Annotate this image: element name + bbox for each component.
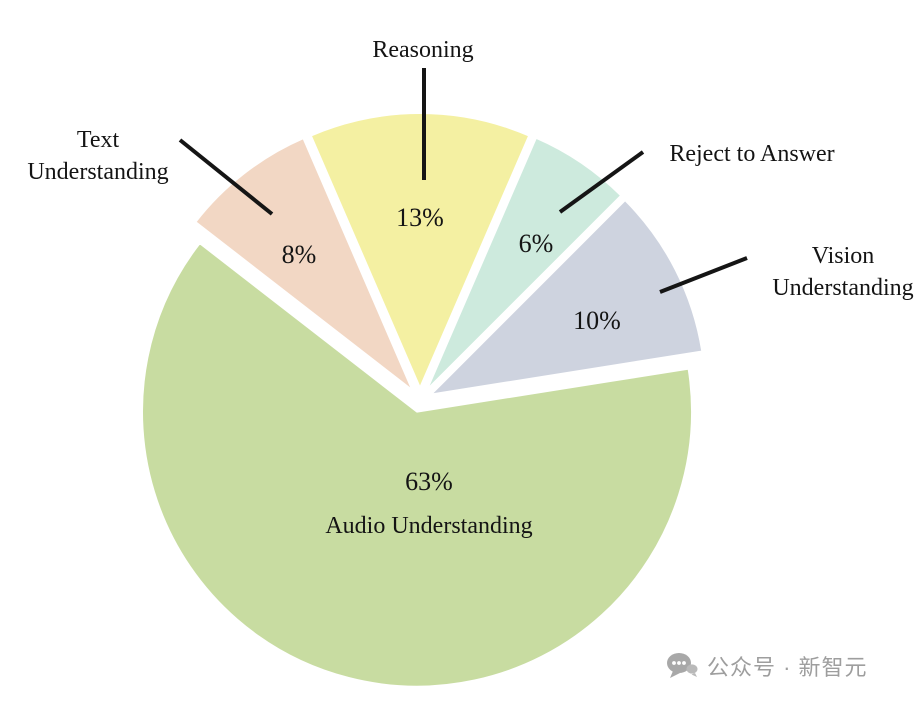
pie-slice-audio-understanding: [141, 242, 693, 688]
chat-bubble-icon: [666, 652, 698, 680]
reject-to-answer-leader-line: [558, 150, 645, 214]
slice-label-audio-understanding: Audio Understanding: [325, 513, 533, 539]
pie-slice-vision-understanding: [429, 199, 704, 396]
watermark-text: 公众号 · 新智元: [707, 655, 868, 680]
slice-percent-reasoning: 13%: [396, 203, 444, 232]
pie-slice-text-understanding: [194, 137, 414, 392]
slice-label-text-understanding: Text Understanding: [27, 127, 169, 186]
slice-percent-audio-understanding: 63%: [405, 467, 453, 496]
slice-percent-vision-understanding: 10%: [573, 306, 621, 335]
watermark: 公众号 · 新智元: [666, 650, 868, 682]
slice-label-reject-to-answer: Reject to Answer: [669, 141, 835, 167]
leader-lines: [178, 68, 748, 294]
text-understanding-leader-line: [178, 138, 274, 216]
slice-label-reasoning: Reasoning: [372, 37, 474, 63]
vision-understanding-leader-line: [659, 256, 748, 294]
pie-slice-reasoning: [309, 112, 531, 389]
slice-percent-text-understanding: 8%: [281, 240, 317, 269]
slice-label-vision-understanding: Vision Understanding: [772, 243, 914, 302]
pie-slices: [141, 112, 704, 688]
slice-percent-reject-to-answer: 6%: [518, 229, 554, 258]
